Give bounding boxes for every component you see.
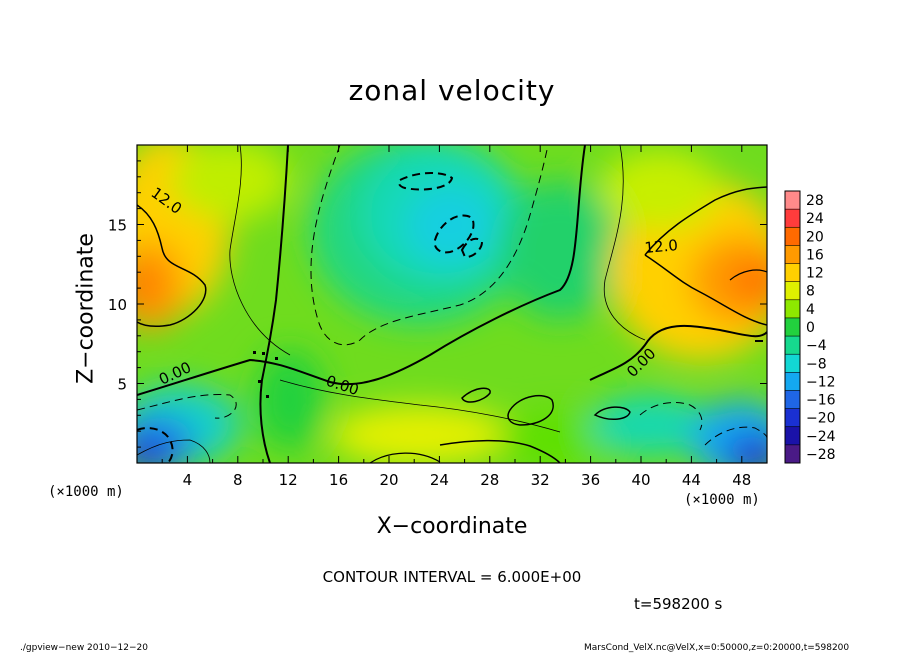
colorbar-swatch (785, 372, 800, 391)
x-tick-label: 12 (279, 471, 298, 489)
colorbar-swatch (785, 426, 800, 446)
x-tick-label: 16 (329, 471, 348, 489)
colorbar-swatch (785, 408, 800, 428)
colorbar-label: 20 (806, 229, 824, 245)
colorbar-swatch (785, 390, 800, 410)
colorbar-label: 12 (806, 266, 824, 282)
colorbar-label: −12 (806, 374, 836, 390)
colorbar-label: 4 (806, 302, 815, 318)
colorbar-label: 16 (806, 247, 824, 263)
colorbar-swatch (785, 227, 800, 246)
contour-interval: CONTOUR INTERVAL = 6.000E+00 (322, 568, 582, 586)
x-axis-unit-right: (×1000 m) (684, 492, 760, 508)
x-tick-label: 28 (480, 471, 499, 489)
colorbar-label: −16 (806, 393, 836, 409)
x-tick-label: 8 (233, 471, 243, 489)
colorbar-swatch (785, 354, 800, 373)
colorbar-swatch (785, 299, 800, 319)
colorbar-swatch (785, 191, 800, 210)
colorbar: 28 24 20 16 12 8 4 0 −4 −8 −12 −16 −20 −24 −28 (784, 190, 836, 464)
x-tick-label: 4 (183, 471, 193, 489)
colorbar-swatch (785, 317, 800, 337)
negative-contours (137, 145, 767, 463)
colorbar-label: 24 (806, 211, 824, 227)
x-tick-label: 32 (531, 471, 550, 489)
x-tick-label: 40 (631, 471, 650, 489)
x-tick-label: 36 (581, 471, 600, 489)
footer-right: MarsCond_VelX.nc@VelX,x=0:50000,z=0:2000… (584, 643, 850, 653)
colorbar-swatch (785, 209, 800, 228)
colorbar-label: −8 (806, 356, 827, 372)
x-tick-label: 20 (379, 471, 398, 489)
x-tick-label: 44 (682, 471, 701, 489)
y-tick-label: 5 (117, 376, 127, 394)
colorbar-swatch (785, 245, 800, 265)
chart-title: zonal velocity (348, 74, 556, 107)
colorbar-label: −4 (806, 338, 827, 354)
x-tick-label: 48 (732, 471, 751, 489)
y-axis-label: Z−coordinate (73, 233, 99, 384)
colorbar-swatch (785, 336, 800, 355)
x-tick-label: 24 (430, 471, 449, 489)
contour-specks (253, 340, 763, 398)
y-axis: 5 10 15 (108, 160, 767, 448)
x-axis-unit-left: (×1000 m) (48, 484, 124, 500)
colorbar-swatch (785, 444, 800, 464)
contour-label: 12.0 (644, 236, 679, 257)
x-axis: 4 8 12 16 20 24 28 32 36 40 44 48 (161, 145, 751, 489)
colorbar-label: 28 (806, 193, 824, 209)
colorbar-label: −20 (806, 411, 836, 427)
y-tick-label: 15 (108, 217, 127, 235)
colorbar-label: −24 (806, 429, 836, 445)
contour-lines (137, 145, 767, 463)
colorbar-label: 8 (806, 284, 815, 300)
footer-left: ./gpview−new 2010−12−20 (20, 643, 148, 653)
colorbar-label: −28 (806, 447, 836, 463)
colorbar-label: 0 (806, 320, 815, 336)
colorbar-swatch (785, 263, 800, 283)
time-stamp: t=598200 s (634, 595, 723, 613)
colorbar-swatch (785, 281, 800, 301)
x-axis-label: X−coordinate (376, 514, 528, 539)
y-tick-label: 10 (108, 296, 127, 314)
